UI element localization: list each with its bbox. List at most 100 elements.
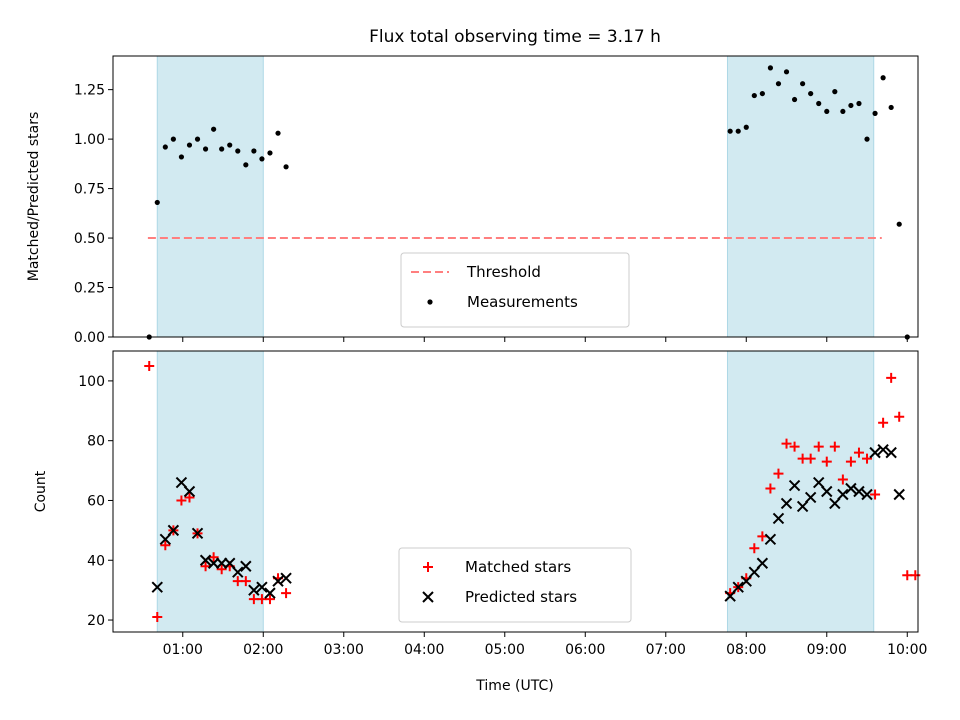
predicted-star-point [724,590,736,602]
predicted-star-point [780,497,793,510]
y-tick-label: 40 [87,553,105,569]
measurement-point [896,221,902,227]
predicted-star-point [885,446,897,459]
x-tick-label: 08:00 [726,642,766,658]
y-tick-label: 1.25 [74,83,105,99]
predicted-star-point [183,485,196,498]
matched-star-point [749,543,760,554]
predicted-star-point [821,485,833,498]
measurement-point [194,136,201,142]
legend-label: Predicted stars [465,588,577,606]
y-tick-label: 80 [87,434,105,450]
measurement-point [251,148,257,154]
measurement-point [243,162,249,168]
predicted-star-point [772,512,785,525]
predicted-star-point [272,575,284,587]
measurement-point [759,90,765,97]
predicted-star-point [264,587,276,599]
matched-star-point [853,447,864,458]
predicted-star-point [248,584,260,596]
measurement-point [816,100,822,107]
legend-frame [398,547,632,623]
y-tick-label: 20 [87,613,105,629]
matched-star-point [845,456,856,467]
predicted-star-point [151,581,163,593]
measurement-point [840,108,846,115]
x-tick-label: 07:00 [646,642,686,658]
predicted-star-point [240,560,252,572]
predicted-star-point [877,443,889,456]
predicted-star-point [748,566,761,578]
measurement-point [735,128,741,134]
x-tick-label: 10:00 [887,642,927,658]
matched-star-point [910,570,921,581]
measurement-point [848,102,854,109]
y-axis-label: Matched/Predicted stars [26,112,42,282]
matched-star-point [837,474,848,485]
matched-star-point [200,561,211,572]
ratio-panel: 0.00 0.25 0.50 0.75 1.00 1.25 Matched/Predicte… [26,55,919,346]
measurement-point [275,130,281,136]
y-tick-label: 60 [87,493,105,509]
measurement-point [154,199,160,206]
matched-star-point [208,552,219,563]
chart-title: Flux total observing time = 3.17 h [369,27,661,47]
matched-star-point [821,456,832,467]
matched-star-point [878,417,889,428]
predicted-star-point [788,479,801,492]
measurement-point [211,126,217,132]
predicted-star-point [837,488,849,501]
predicted-star-point [280,572,292,584]
matched-star-point [144,360,155,371]
x-axis-label: Time (UTC) [475,678,553,694]
matched-star-point [160,540,171,551]
y-tick-label: 0.50 [74,231,105,247]
measurement-point [751,92,757,99]
measurement-point [864,136,870,142]
legend-label: Measurements [467,293,578,311]
predicted-star-point [829,497,841,510]
y-axis-label: Count [33,470,49,512]
predicted-star-point [256,581,268,593]
predicted-star-point [224,557,236,569]
matched-star-point [765,483,776,494]
legend: Threshold Measurements [400,252,630,328]
matched-star-point [216,564,227,575]
measurement-point [235,148,241,154]
measurement-point [283,164,289,170]
measurement-point [727,128,733,134]
x-tick-label: 01:00 [163,642,203,658]
matched-star-point [829,441,840,452]
matched-star-point [240,576,251,587]
matched-star-point [184,492,195,503]
measurement-point [267,150,273,156]
observing-window [726,55,875,338]
predicted-star-point [764,533,777,546]
predicted-star-point [845,482,857,495]
measurement-point [259,156,265,162]
matched-star-point [757,531,768,542]
predicted-star-point [853,485,865,498]
observing-window [156,55,264,338]
matched-star-point [176,495,187,506]
matched-star-point [870,489,881,500]
legend-measurement-swatch [427,299,433,305]
measurement-point [880,75,886,81]
measurement-point [219,146,225,152]
observing-window [726,350,875,633]
predicted-star-point [756,557,769,569]
legend-matched-swatch [423,562,433,572]
predicted-star-point [893,488,905,501]
measurement-point [186,142,193,148]
measurement-point [178,154,185,160]
y-tick-label: 0.25 [74,281,105,297]
measurement-point [832,89,838,95]
predicted-star-point [869,446,881,459]
predicted-star-point [175,476,188,489]
measurement-point [202,146,209,152]
x-tick-label: 03:00 [324,642,364,658]
x-tick-label: 06:00 [565,642,605,658]
observing-window [156,350,264,633]
matched-star-point [152,612,163,623]
